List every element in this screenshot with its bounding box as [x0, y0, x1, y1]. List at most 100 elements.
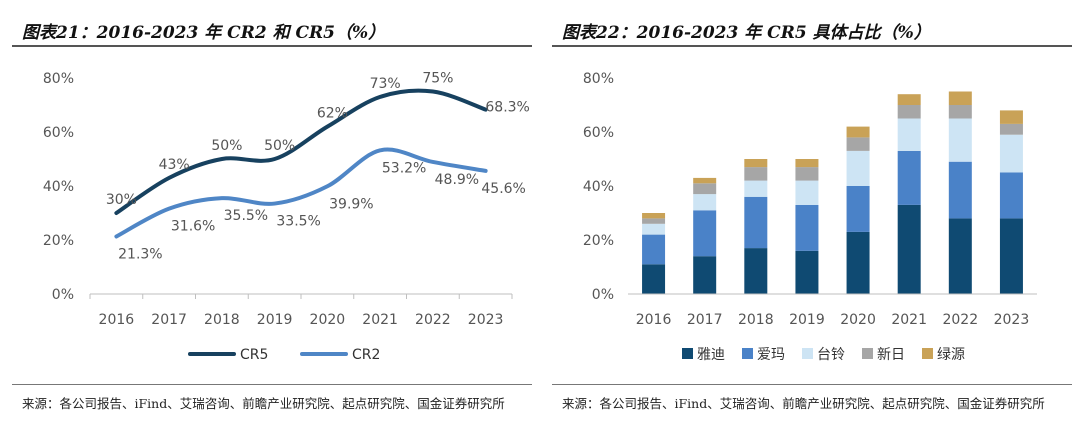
bar-segment-5: [744, 159, 768, 168]
bar-segment-2: [642, 234, 666, 265]
x-tick-label: 2016: [636, 312, 672, 328]
data-label-cr2: 48.9%: [435, 172, 479, 188]
chart-title: 图表21：2016-2023 年 CR2 和 CR5（%）: [22, 23, 386, 43]
bar-segment-2: [795, 204, 819, 251]
x-tick-label: 2018: [204, 312, 240, 328]
x-tick-label: 2022: [942, 312, 978, 328]
bar-segment-1: [897, 204, 921, 294]
stacked-bar-chart: 0% 20% 40% 60% 80% 2016 2017 2018 2019 2020 2021 20…: [583, 71, 1037, 363]
bar-segment-4: [642, 218, 666, 224]
bar-segment-5: [999, 110, 1023, 124]
bar-segment-5: [897, 94, 921, 105]
data-label-cr5: 30%: [106, 192, 137, 208]
bar-segment-1: [642, 264, 666, 294]
bar-segment-2: [693, 210, 717, 257]
bar-segment-2: [999, 172, 1023, 219]
y-tick-label: 60%: [43, 125, 74, 141]
legend-swatch-2: [742, 348, 753, 359]
bar-segment-4: [795, 167, 819, 181]
data-label-cr5: 68.3%: [485, 100, 529, 116]
x-tick-label: 2023: [994, 312, 1030, 328]
bar-segment-5: [795, 159, 819, 168]
bar-segment-2: [846, 186, 870, 232]
line-chart: 0% 20% 40% 60% 80% 2016 2017 2018 2019 2020 2021 20…: [43, 71, 530, 364]
bar-segment-5: [948, 91, 972, 105]
legend-label-cr5: CR5: [240, 347, 268, 363]
source-divider: [552, 384, 1072, 385]
bar-segment-4: [693, 183, 717, 195]
x-tick-label: 2021: [891, 312, 927, 328]
data-label-cr2: 45.6%: [481, 181, 525, 197]
bar-segment-3: [846, 150, 870, 186]
data-label-cr5: 43%: [159, 157, 190, 173]
bar-chart-panel: 图表22：2016-2023 年 CR5 具体占比（%） 0% 20% 40% 60%…: [552, 0, 1077, 445]
bar-segment-3: [897, 118, 921, 151]
y-tick-label: 80%: [43, 71, 74, 87]
bar-segment-3: [693, 194, 717, 211]
legend-label-1: 雅迪: [697, 347, 725, 363]
legend-swatch-4: [862, 348, 873, 359]
line-chart-panel: 图表21：2016-2023 年 CR2 和 CR5（%） 0% 20% 40% 60…: [12, 0, 537, 445]
x-tick-label: 2021: [362, 312, 398, 328]
bar-segment-4: [744, 167, 768, 181]
y-tick-label: 0%: [52, 287, 74, 303]
source-divider: [12, 384, 532, 385]
bar-segment-4: [846, 137, 870, 151]
bar-segment-1: [846, 231, 870, 294]
bar-segment-1: [948, 218, 972, 294]
legend-label-cr2: CR2: [352, 347, 380, 363]
x-tick-label: 2017: [687, 312, 723, 328]
bar-segment-3: [795, 180, 819, 205]
data-label-cr2: 35.5%: [224, 208, 268, 224]
bar-segment-2: [948, 161, 972, 219]
x-tick-label: 2019: [257, 312, 293, 328]
bar-segment-2: [744, 196, 768, 249]
data-label-cr2: 31.6%: [171, 219, 215, 235]
data-label-cr5: 50%: [211, 138, 242, 154]
data-label-cr5: 62%: [317, 106, 348, 122]
bar-segment-5: [642, 213, 666, 219]
x-tick-label: 2022: [415, 312, 451, 328]
bar-segment-4: [999, 123, 1023, 135]
data-label-cr2: 33.5%: [276, 214, 320, 230]
bar-segment-3: [642, 223, 666, 235]
data-label-cr5: 73%: [370, 76, 401, 92]
x-tick-label: 2019: [789, 312, 825, 328]
legend-swatch-3: [802, 348, 813, 359]
bar-segment-1: [795, 250, 819, 294]
bar-segment-5: [846, 126, 870, 138]
legend-label-5: 绿源: [937, 347, 965, 363]
legend-label-4: 新日: [877, 347, 905, 363]
series-line-cr2: [114, 147, 488, 239]
legend-label-2: 爱玛: [757, 347, 785, 363]
legend-swatch-5: [922, 348, 933, 359]
y-tick-label: 0%: [592, 287, 614, 303]
data-label-cr2: 21.3%: [118, 246, 162, 262]
legend-swatch-1: [682, 348, 693, 359]
y-tick-label: 80%: [583, 71, 614, 87]
bar-segment-4: [897, 105, 921, 119]
series-line-cr5: [114, 88, 488, 215]
x-tick-label: 2018: [738, 312, 774, 328]
chart-title: 图表22：2016-2023 年 CR5 具体占比（%）: [562, 23, 931, 43]
y-tick-label: 60%: [583, 125, 614, 141]
bar-segment-1: [744, 248, 768, 294]
bar-segment-5: [693, 177, 717, 184]
data-label-cr5: 50%: [264, 138, 295, 154]
x-tick-label: 2023: [468, 312, 504, 328]
source-note: 来源：各公司报告、iFind、艾瑞咨询、前瞻产业研究院、起点研究院、国金证券研究…: [562, 396, 1045, 411]
source-note: 来源：各公司报告、iFind、艾瑞咨询、前瞻产业研究院、起点研究院、国金证券研究…: [22, 396, 505, 411]
y-tick-label: 40%: [583, 179, 614, 195]
x-tick-label: 2016: [99, 312, 135, 328]
data-label-cr5: 75%: [422, 71, 453, 87]
bar-segment-3: [999, 134, 1023, 173]
x-tick-label: 2017: [151, 312, 187, 328]
x-tick-label: 2020: [310, 312, 346, 328]
title-divider: [12, 45, 532, 47]
y-tick-label: 20%: [583, 233, 614, 249]
y-tick-label: 20%: [43, 233, 74, 249]
data-label-cr2: 39.9%: [329, 196, 373, 212]
title-divider: [552, 45, 1072, 47]
bar-segment-1: [693, 256, 717, 294]
legend-label-3: 台铃: [817, 347, 845, 363]
